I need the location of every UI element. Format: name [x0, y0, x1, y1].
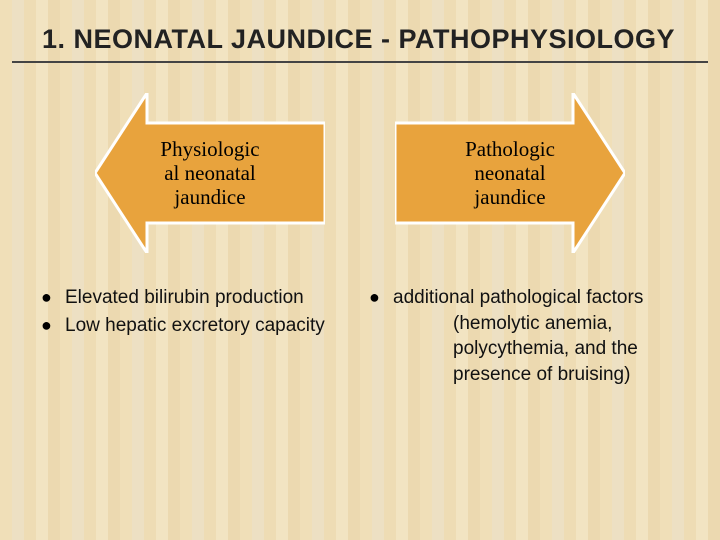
right-bullets: additional pathological factors (hemolyt… [369, 285, 679, 390]
bullet-text: additional pathological factors [393, 287, 643, 308]
right-arrow-label: Pathologicneonataljaundice [437, 137, 583, 209]
slide-title: 1. NEONATAL JAUNDICE - PATHOPHYSIOLOGY [12, 0, 708, 63]
arrows-row: Physiological neonataljaundice Pathologi… [0, 93, 720, 253]
left-arrow-label: Physiological neonataljaundice [132, 137, 287, 209]
left-bullets: Elevated bilirubin production Low hepati… [41, 285, 351, 390]
right-arrow: Pathologicneonataljaundice [395, 93, 625, 253]
list-item: additional pathological factors (hemolyt… [369, 285, 679, 388]
bullets-row: Elevated bilirubin production Low hepati… [0, 285, 720, 390]
list-item: Low hepatic excretory capacity [41, 313, 351, 339]
left-bullet-list: Elevated bilirubin production Low hepati… [41, 285, 351, 338]
right-bullet-list: additional pathological factors (hemolyt… [369, 285, 679, 388]
bullet-sub: (hemolytic anemia, polycythemia, and the… [393, 311, 679, 388]
left-arrow: Physiological neonataljaundice [95, 93, 325, 253]
list-item: Elevated bilirubin production [41, 285, 351, 311]
